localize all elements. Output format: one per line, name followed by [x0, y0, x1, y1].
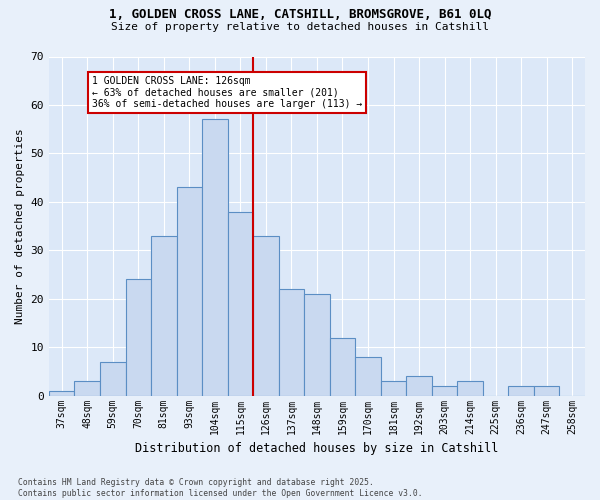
- Bar: [49, 391, 74, 396]
- Bar: [176, 188, 202, 396]
- Text: 1 GOLDEN CROSS LANE: 126sqm
← 63% of detached houses are smaller (201)
36% of se: 1 GOLDEN CROSS LANE: 126sqm ← 63% of det…: [92, 76, 362, 109]
- Y-axis label: Number of detached properties: Number of detached properties: [15, 128, 25, 324]
- Text: 1, GOLDEN CROSS LANE, CATSHILL, BROMSGROVE, B61 0LQ: 1, GOLDEN CROSS LANE, CATSHILL, BROMSGRO…: [109, 8, 491, 20]
- Bar: [432, 386, 457, 396]
- Bar: [278, 289, 304, 396]
- X-axis label: Distribution of detached houses by size in Catshill: Distribution of detached houses by size …: [135, 442, 499, 455]
- Bar: [457, 381, 483, 396]
- Bar: [381, 381, 406, 396]
- Bar: [534, 386, 559, 396]
- Bar: [508, 386, 534, 396]
- Bar: [74, 381, 100, 396]
- Bar: [125, 280, 151, 396]
- Text: Contains HM Land Registry data © Crown copyright and database right 2025.
Contai: Contains HM Land Registry data © Crown c…: [18, 478, 422, 498]
- Bar: [355, 357, 381, 396]
- Bar: [330, 338, 355, 396]
- Bar: [253, 236, 278, 396]
- Bar: [202, 120, 227, 396]
- Bar: [304, 294, 330, 396]
- Bar: [151, 236, 176, 396]
- Bar: [100, 362, 125, 396]
- Bar: [227, 212, 253, 396]
- Text: Size of property relative to detached houses in Catshill: Size of property relative to detached ho…: [111, 22, 489, 32]
- Bar: [406, 376, 432, 396]
